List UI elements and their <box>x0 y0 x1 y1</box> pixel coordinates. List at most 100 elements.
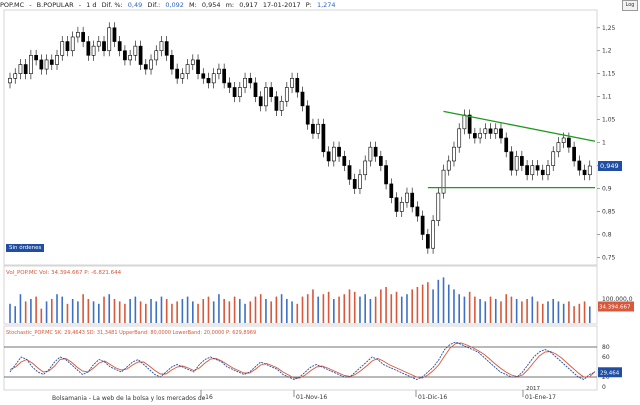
volume-bar <box>129 299 131 323</box>
source-text: Bolsamania - La web de la bolsa y los me… <box>52 395 206 402</box>
candle <box>143 64 148 70</box>
x-tick-label: -16 <box>203 394 213 401</box>
volume-bar <box>500 301 502 323</box>
volume-bar <box>588 306 591 323</box>
volume-bar <box>197 303 199 323</box>
candle <box>488 128 493 134</box>
dif-pct-label: Dif. %: <box>101 1 123 9</box>
candle <box>96 41 101 47</box>
volume-bar <box>286 299 288 323</box>
upper-trendline <box>443 110 596 142</box>
candle <box>478 133 482 139</box>
candle <box>253 82 258 97</box>
candle <box>368 146 373 162</box>
volume-bar <box>390 294 393 323</box>
volume-last-tag <box>598 301 634 312</box>
candle <box>112 27 117 42</box>
log-scale-button[interactable]: Log <box>622 0 638 11</box>
volume-bar <box>30 299 32 323</box>
stoch-tick-label: 20 <box>602 374 610 381</box>
volume-bar <box>526 299 528 323</box>
volume-bar <box>244 303 246 323</box>
candle <box>525 165 529 176</box>
volume-bar <box>353 291 356 323</box>
volume-bar <box>223 299 225 323</box>
volume-bar <box>113 299 116 323</box>
volume-bar <box>134 296 137 323</box>
candle <box>237 87 242 97</box>
orders-badge[interactable]: Sin órdenes <box>6 244 45 252</box>
volume-bar <box>322 294 325 323</box>
candle <box>86 41 91 56</box>
candle <box>373 146 378 157</box>
volume-bar <box>416 287 419 323</box>
candle <box>363 160 368 176</box>
volume-bar <box>573 306 575 323</box>
candle <box>358 174 362 189</box>
max-label: M: <box>189 1 197 9</box>
volume-bar <box>171 303 173 323</box>
candle <box>295 77 300 93</box>
candle <box>76 32 80 38</box>
volume-bar <box>301 296 304 323</box>
volume-bar <box>207 296 210 323</box>
volume-bar <box>270 301 272 323</box>
volume-bar <box>505 294 508 323</box>
volume-bar <box>202 299 205 323</box>
volume-bar <box>583 301 586 323</box>
candle <box>258 96 263 107</box>
volume-panel-frame <box>3 265 598 325</box>
candle <box>561 137 566 143</box>
candle <box>44 59 49 70</box>
volume-bar <box>327 291 330 323</box>
price-tick-label: 0,8 <box>602 231 612 238</box>
candle <box>70 36 75 52</box>
candle <box>102 41 106 52</box>
chart-header: POP.MC - B.POPULAR - 1 d Dif. %: 0,49 Di… <box>0 0 640 11</box>
candle <box>243 77 247 88</box>
candle <box>138 45 143 65</box>
volume-bar <box>108 294 111 323</box>
volume-bar <box>338 296 340 323</box>
volume-bar <box>453 289 455 323</box>
candle <box>305 105 310 125</box>
max-value: 0,954 <box>201 1 221 9</box>
volume-bar <box>259 294 262 323</box>
footer: Bolsamania - La web de la bolsa y los me… <box>0 393 640 405</box>
candle <box>34 55 38 61</box>
candle <box>8 77 12 84</box>
volume-bar <box>531 296 534 323</box>
stoch-last-label: 29,464 <box>600 370 620 376</box>
candle <box>446 160 451 171</box>
candle <box>399 201 404 212</box>
volume-bar <box>437 279 440 323</box>
price-tick-label: 1,1 <box>602 94 612 101</box>
volume-bar <box>275 296 278 323</box>
volume-bar <box>494 299 497 323</box>
volume-legend: Vol_POP.MC Vol: 34.394.667 P: -6.821.644 <box>6 270 122 276</box>
symbol-label: POP.MC <box>0 1 25 9</box>
volume-bar <box>547 301 549 323</box>
dif-label: Dif.: <box>147 1 161 9</box>
candle <box>493 128 498 134</box>
volume-bar <box>66 303 69 323</box>
volume-bar <box>97 303 100 323</box>
candle <box>567 137 571 148</box>
candle <box>467 114 472 134</box>
stoch-panel-frame <box>3 325 598 391</box>
dif-value: 0,092 <box>165 1 184 9</box>
candle <box>274 96 279 111</box>
candle <box>154 50 159 61</box>
volume-tick-label: 100.000,0 <box>602 296 633 303</box>
volume-last-label: 34.394.667 <box>599 304 631 310</box>
volume-bar <box>515 299 518 323</box>
candle <box>232 87 237 97</box>
candle <box>164 41 169 56</box>
candle <box>384 165 388 185</box>
volume-bar <box>92 301 95 323</box>
volume-bar <box>421 284 424 323</box>
candle <box>410 192 415 208</box>
volume-bar <box>562 303 565 323</box>
price-tick-label: 1,15 <box>602 71 616 78</box>
